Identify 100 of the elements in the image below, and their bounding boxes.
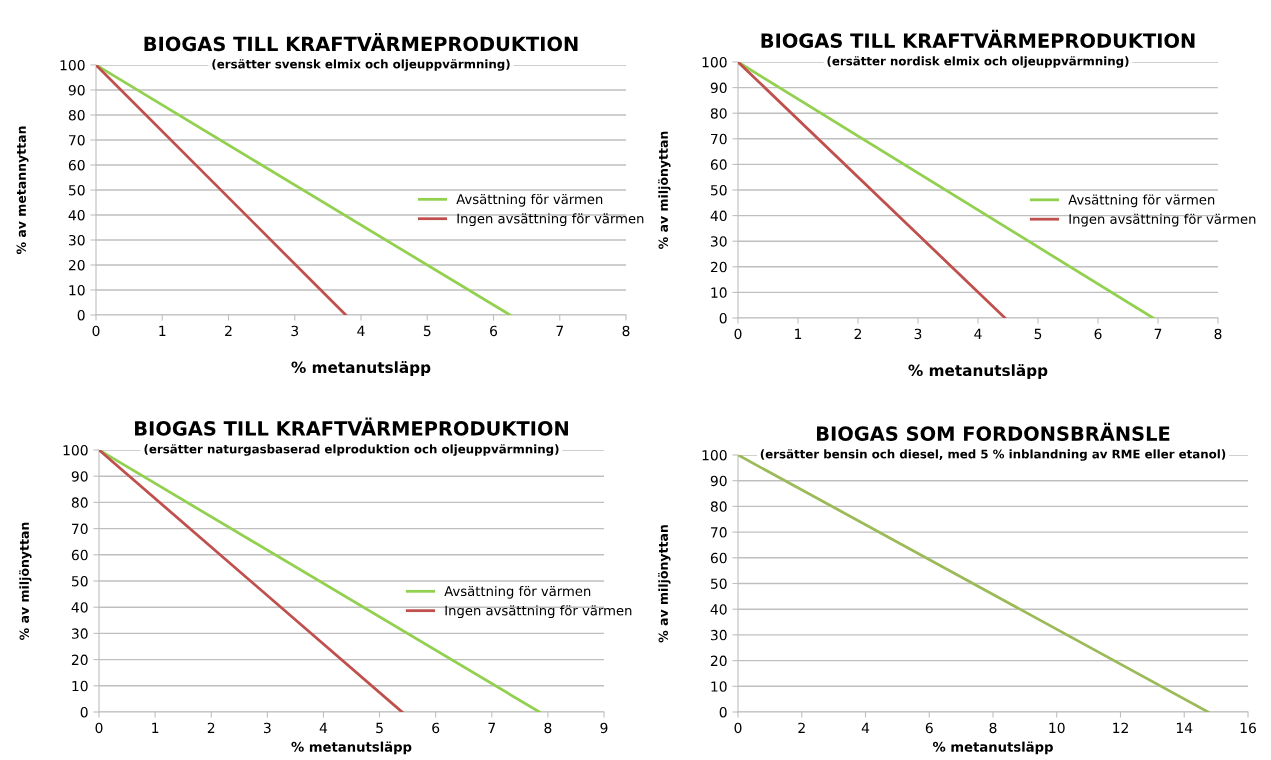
y-tick-label: 100 (60, 59, 85, 71)
x-tick-label: 0 (734, 722, 742, 734)
y-tick-label: 20 (710, 655, 727, 667)
legend-label: Ingen avsättning för värmen (445, 605, 632, 619)
y-tick-label: 0 (80, 706, 88, 718)
x-tick-label: 12 (1113, 722, 1128, 733)
y-tick-label: 60 (710, 552, 727, 564)
y-tick-label: 10 (711, 287, 727, 298)
y-tick-label: 80 (71, 497, 88, 508)
x-tick-label: 7 (1154, 328, 1162, 339)
chart-subtitle: (ersätter svensk elmix och oljeuppvärmning) (212, 59, 510, 71)
chart-title: BIOGAS TILL KRAFTVÄRMEPRODUKTION (144, 32, 578, 52)
y-tick-label: 60 (710, 159, 727, 170)
x-tick-label: 8 (989, 722, 997, 734)
x-tick-label: 4 (974, 328, 982, 339)
x-tick-label: 7 (556, 325, 563, 336)
x-tick-label: 2 (854, 328, 862, 339)
y-tick-label: 0 (77, 309, 85, 321)
y-tick-label: 30 (710, 236, 727, 247)
x-tick-label: 2 (798, 722, 805, 733)
x-tick-label: 4 (319, 722, 328, 733)
y-tick-label: 60 (68, 159, 85, 171)
y-axis-title: % av miljönyttan (658, 131, 671, 249)
chart-subtitle: (ersätter bensin och diesel, med 5 % inblandning av RME eller etanol) (760, 449, 1226, 461)
y-tick-label: 70 (72, 523, 88, 535)
y-tick-label: 40 (710, 604, 727, 615)
y-tick-label: 100 (702, 56, 727, 68)
x-tick-label: 14 (1176, 722, 1193, 733)
x-tick-label: 0 (734, 328, 742, 340)
x-tick-label: 4 (357, 325, 365, 336)
y-tick-label: 70 (711, 527, 727, 538)
legend-label: Avsättning för värmen (444, 585, 591, 599)
x-tick-label: 2 (207, 722, 215, 733)
chart-title: BIOGAS TILL KRAFTVÄRMEPRODUKTION (761, 29, 1195, 48)
chart-subtitle: (ersätter naturgasbaserad elproduktion och oljeuppvärmning) (144, 444, 559, 456)
x-axis-title: % metanutsläpp (291, 741, 412, 755)
y-tick-label: 50 (710, 578, 727, 589)
x-tick-label: 8 (622, 325, 630, 337)
x-tick-label: 16 (1240, 722, 1256, 734)
x-tick-label: 8 (544, 722, 552, 734)
y-axis-title: % av miljönyttan (19, 522, 32, 640)
y-tick-label: 60 (71, 549, 88, 561)
y-tick-label: 10 (711, 681, 727, 692)
chart-title: BIOGAS TILL KRAFTVÄRMEPRODUKTION (135, 417, 568, 436)
y-tick-label: 80 (710, 501, 727, 512)
x-tick-label: 4 (861, 722, 870, 733)
x-tick-label: 3 (263, 722, 271, 734)
y-tick-label: 30 (710, 629, 727, 641)
x-axis-title: % metanutsläpp (291, 361, 431, 377)
y-axis-title: % av metannyttan (16, 126, 29, 255)
x-tick-label: 5 (1034, 328, 1042, 340)
x-tick-label: 8 (1214, 328, 1222, 340)
y-tick-label: 50 (710, 184, 727, 196)
x-tick-label: 1 (795, 328, 802, 339)
x-tick-label: 1 (159, 325, 166, 336)
legend-label: Ingen avsättning för värmen (457, 213, 644, 227)
x-tick-label: 6 (432, 722, 440, 734)
legend-label: Ingen avsättning för värmen (1069, 213, 1256, 227)
y-tick-label: 40 (68, 209, 85, 221)
y-tick-label: 40 (710, 210, 727, 222)
y-tick-label: 10 (72, 680, 88, 692)
chart-title: BIOGAS SOM FORDONSBRÄNSLE (817, 422, 1170, 441)
y-tick-label: 100 (63, 444, 88, 456)
y-tick-label: 90 (68, 84, 85, 96)
y-tick-label: 20 (71, 654, 88, 666)
y-tick-label: 90 (710, 82, 727, 94)
x-tick-label: 9 (600, 722, 608, 734)
x-axis-title: % metanutsläpp (932, 741, 1053, 755)
y-tick-label: 20 (68, 259, 85, 271)
x-tick-label: 2 (225, 325, 232, 336)
y-tick-label: 80 (710, 108, 727, 119)
y-tick-label: 90 (71, 471, 88, 482)
y-tick-label: 30 (71, 628, 88, 639)
y-tick-label: 20 (710, 261, 727, 273)
y-tick-label: 90 (710, 475, 727, 487)
x-tick-label: 1 (152, 722, 159, 733)
x-axis-title: % metanutsläpp (908, 364, 1048, 380)
y-tick-label: 40 (71, 602, 88, 613)
x-tick-label: 6 (925, 722, 933, 734)
x-tick-label: 7 (488, 722, 496, 733)
x-tick-label: 0 (92, 325, 100, 337)
legend-label: Avsättning för värmen (1068, 194, 1215, 208)
y-tick-label: 30 (68, 234, 85, 246)
x-tick-label: 6 (490, 325, 498, 337)
x-tick-label: 10 (1049, 722, 1065, 734)
y-tick-label: 10 (69, 284, 85, 296)
y-tick-label: 0 (719, 312, 727, 324)
x-tick-label: 0 (95, 722, 103, 734)
y-tick-label: 70 (69, 134, 85, 146)
y-tick-label: 70 (711, 133, 727, 145)
x-tick-label: 6 (1094, 328, 1102, 340)
y-tick-label: 50 (71, 575, 88, 587)
y-tick-label: 80 (68, 109, 85, 121)
legend-label: Avsättning för värmen (456, 193, 603, 207)
y-axis-title: % av miljönyttan (658, 525, 671, 643)
x-tick-label: 5 (423, 325, 431, 337)
y-tick-label: 100 (702, 449, 727, 461)
y-tick-label: 50 (68, 184, 85, 196)
x-tick-label: 5 (376, 722, 383, 734)
x-tick-label: 3 (291, 325, 299, 337)
